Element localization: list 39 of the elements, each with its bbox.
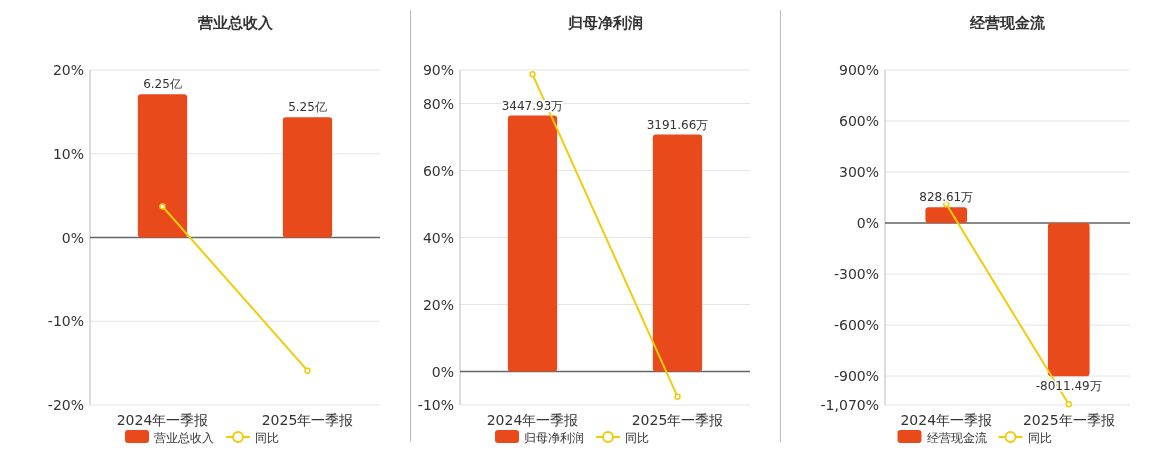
legend-label: 同比 bbox=[1027, 431, 1052, 445]
data-label: 828.61万 bbox=[919, 190, 974, 205]
y-tick-label: 900% bbox=[838, 62, 879, 78]
data-label: 6.25亿 bbox=[143, 77, 182, 92]
legend-label: 同比 bbox=[625, 431, 649, 445]
data-label: 5.25亿 bbox=[288, 100, 327, 115]
y-tick-label: -300% bbox=[833, 266, 879, 283]
legend-label: 同比 bbox=[255, 431, 279, 445]
x-tick-label: 2024年一季报 bbox=[900, 412, 993, 428]
x-tick-label: 2024年一季报 bbox=[486, 412, 579, 428]
y-tick-label: 0% bbox=[431, 363, 454, 380]
x-tick-label: 2024年一季报 bbox=[116, 412, 209, 428]
y-tick-label: 60% bbox=[422, 162, 454, 179]
chart-title: 经营现金流 bbox=[969, 14, 1046, 32]
y-tick-label: 40% bbox=[422, 229, 454, 246]
y-tick-label: -900% bbox=[833, 368, 879, 385]
y-tick-label: -10% bbox=[47, 313, 84, 330]
y-tick-label: 80% bbox=[422, 95, 454, 112]
y-tick-label: 90% bbox=[422, 62, 454, 78]
y-tick-label: 300% bbox=[838, 164, 879, 181]
data-label: 3191.66万 bbox=[646, 117, 709, 132]
chart-title: 归母净利润 bbox=[566, 14, 643, 32]
x-tick-label: 2025年一季报 bbox=[1022, 412, 1115, 428]
y-tick-label: 10% bbox=[52, 145, 84, 162]
y-tick-label: 0% bbox=[856, 215, 879, 232]
y-tick-label: 20% bbox=[422, 296, 454, 313]
y-tick-label: 0% bbox=[61, 229, 84, 246]
y-tick-label: -1,070% bbox=[820, 397, 879, 413]
x-tick-label: 2025年一季报 bbox=[631, 412, 724, 428]
y-tick-label: -20% bbox=[47, 397, 84, 413]
legend-label: 营业总收入 bbox=[154, 431, 214, 445]
y-tick-label: 20% bbox=[52, 62, 84, 78]
x-tick-label: 2025年一季报 bbox=[261, 412, 354, 428]
chart-title: 营业总收入 bbox=[196, 14, 274, 32]
y-tick-label: -600% bbox=[833, 317, 879, 334]
y-tick-label: 600% bbox=[838, 113, 879, 130]
y-tick-label: -10% bbox=[417, 397, 454, 413]
legend-label: 经营现金流 bbox=[926, 431, 987, 445]
legend-label: 归母净利润 bbox=[524, 431, 584, 445]
